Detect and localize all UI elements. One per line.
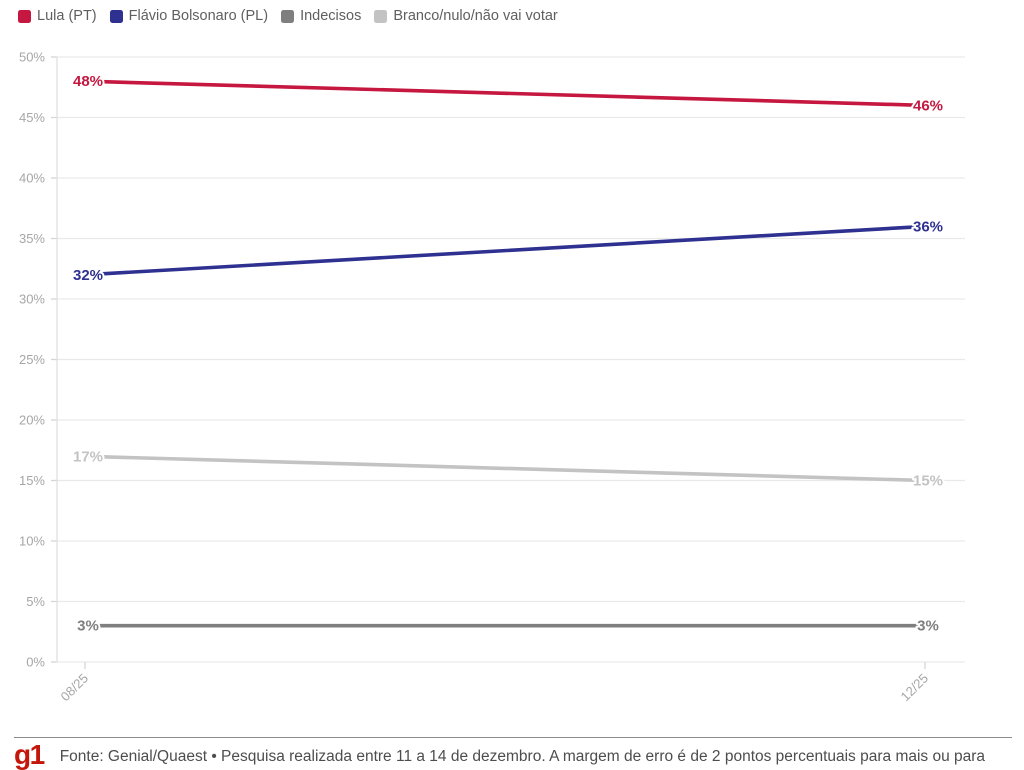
legend-item: Branco/nulo/não vai votar [374,8,558,24]
source-text: Fonte: Genial/Quaest • Pesquisa realizad… [59,748,986,765]
legend-item: Lula (PT) [18,8,97,24]
legend-label: Branco/nulo/não vai votar [393,8,558,24]
series-line [83,224,927,277]
svg-text:10%: 10% [19,534,45,549]
svg-text:15%: 15% [19,473,45,488]
svg-text:3%: 3% [917,618,939,635]
svg-text:5%: 5% [26,594,45,609]
svg-text:12/25: 12/25 [898,671,932,705]
svg-text:45%: 45% [19,110,45,125]
legend-swatch [374,9,388,23]
legend-swatch [281,9,295,23]
data-labels: 48% 46% 32% 36% 3% 3% 17% 15% [71,71,945,637]
svg-text:3%: 3% [77,618,99,635]
legend-swatch [109,9,123,23]
footer-divider [14,737,1012,738]
legend-label: Lula (PT) [37,8,97,24]
legend-item: Indecisos [281,8,361,24]
series-line [83,79,927,108]
axes [56,57,926,669]
legend-item: Flávio Bolsonaro (PL) [109,8,269,24]
gridlines [51,56,965,663]
legend-label: Indecisos [300,8,362,24]
svg-text:36%: 36% [913,218,943,235]
svg-text:40%: 40% [19,171,45,186]
svg-text:25%: 25% [19,352,45,367]
svg-text:35%: 35% [19,231,45,246]
svg-text:08/25: 08/25 [58,671,92,705]
svg-text:32%: 32% [73,267,103,284]
x-axis-labels: 08/25 12/25 [58,671,932,705]
svg-text:30%: 30% [19,292,45,307]
svg-text:48%: 48% [73,73,103,90]
svg-text:46%: 46% [913,97,943,114]
svg-text:0%: 0% [26,655,45,670]
svg-text:15%: 15% [913,473,943,490]
svg-text:20%: 20% [19,413,45,428]
series-lines [83,79,927,628]
legend-label: Flávio Bolsonaro (PL) [128,8,269,24]
svg-text:50%: 50% [19,50,45,65]
g1-logo: g1 [14,739,45,770]
series-line [83,454,927,483]
chart-legend: Lula (PT) Flávio Bolsonaro (PL) Indecisos B… [18,8,558,24]
line-chart: 0% 5% 10% 15% 20% 25% 30% 35% 40% 45% 50% 08/25 12/2… [19,50,965,705]
y-axis-labels: 0% 5% 10% 15% 20% 25% 30% 35% 40% 45% 50% [19,50,45,670]
footer: g1 Fonte: Genial/Quaest • Pesquisa reali… [14,739,1024,770]
svg-text:17%: 17% [73,448,103,465]
legend-swatch [18,9,31,23]
